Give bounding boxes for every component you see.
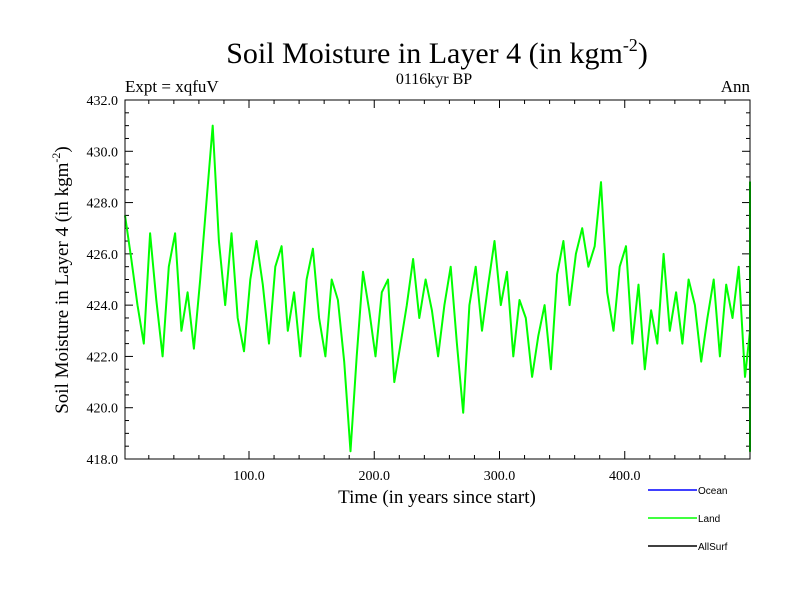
y-tick-label: 420.0 xyxy=(87,402,119,417)
series-line-land xyxy=(124,124,751,453)
title-close: ) xyxy=(638,37,648,70)
ylabel-close: ) xyxy=(52,146,73,152)
ylabel-exponent: -2 xyxy=(49,153,63,163)
legend-label-land: Land xyxy=(698,514,720,525)
chart-title: Soil Moisture in Layer 4 (in kgm-2) xyxy=(226,35,648,70)
y-tick-label: 432.0 xyxy=(87,94,119,109)
x-tick-label: 200.0 xyxy=(358,469,390,484)
title-main: Soil Moisture in Layer 4 (in kgm xyxy=(226,37,623,70)
season-label: Ann xyxy=(721,77,751,96)
y-tick-label: 426.0 xyxy=(87,248,119,263)
data-line-layer xyxy=(124,124,751,453)
title-exponent: -2 xyxy=(623,35,638,55)
y-tick-label: 430.0 xyxy=(87,145,119,160)
plot-frame xyxy=(124,99,751,460)
y-tick-label: 428.0 xyxy=(87,197,119,212)
y-tick-label: 418.0 xyxy=(87,453,119,468)
chart-subtitle: 0116kyr BP xyxy=(396,71,472,88)
legend: Ocean Land AllSurf xyxy=(648,486,728,553)
ylabel-main: Soil Moisture in Layer 4 (in kgm xyxy=(52,162,73,413)
x-tick-label: 100.0 xyxy=(233,469,265,484)
legend-label-ocean: Ocean xyxy=(698,486,727,497)
x-tick-label: 300.0 xyxy=(484,469,516,484)
y-axis-label: Soil Moisture in Layer 4 (in kgm-2) xyxy=(49,146,73,414)
experiment-label: Expt = xqfuV xyxy=(125,77,219,96)
x-axis-label: Time (in years since start) xyxy=(338,487,536,508)
ticks-layer: 418.0 420.0 422.0 424.0 426.0 428.0 430.0 432.0… xyxy=(87,94,750,484)
y-tick-label: 422.0 xyxy=(87,350,119,365)
y-tick-label: 424.0 xyxy=(87,299,119,314)
x-tick-label: 400.0 xyxy=(609,469,641,484)
legend-label-allsurf: AllSurf xyxy=(698,542,728,553)
